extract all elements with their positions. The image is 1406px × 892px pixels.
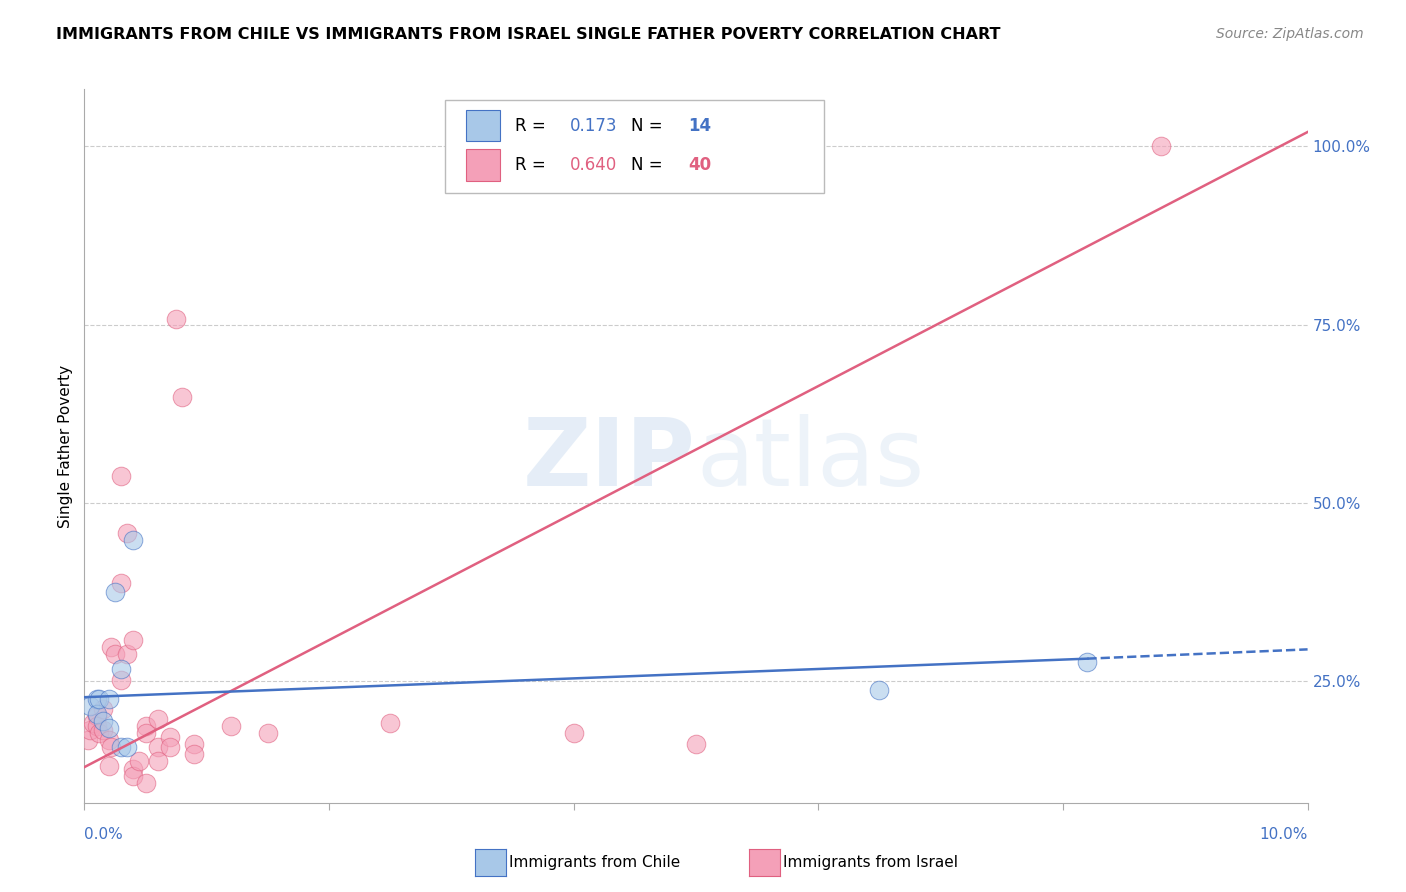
Text: N =: N = <box>631 156 668 174</box>
Point <box>1076 655 1098 669</box>
Text: Immigrants from Israel: Immigrants from Israel <box>783 855 957 870</box>
Text: ZIP: ZIP <box>523 414 696 507</box>
Point <box>97 733 120 747</box>
Point <box>685 737 707 751</box>
Point <box>97 721 120 735</box>
Point <box>165 312 187 326</box>
Point <box>869 683 891 698</box>
Point <box>122 533 145 548</box>
Point <box>110 576 132 591</box>
Point <box>91 701 114 715</box>
Point <box>97 758 120 772</box>
Text: R =: R = <box>515 156 551 174</box>
Point <box>91 723 114 737</box>
Point <box>122 769 145 783</box>
Point <box>135 726 157 740</box>
Point <box>86 719 108 733</box>
Point <box>97 692 120 706</box>
Point <box>91 714 114 728</box>
Text: 0.640: 0.640 <box>569 156 617 174</box>
Point <box>183 737 205 751</box>
Text: atlas: atlas <box>696 414 924 507</box>
Point <box>380 715 402 730</box>
Point <box>159 740 181 755</box>
Text: 0.173: 0.173 <box>569 117 617 135</box>
Point <box>115 740 138 755</box>
FancyBboxPatch shape <box>465 149 501 180</box>
Y-axis label: Single Father Poverty: Single Father Poverty <box>58 365 73 527</box>
Point <box>104 648 127 662</box>
Point <box>77 733 100 747</box>
Text: 0.0%: 0.0% <box>84 827 124 841</box>
FancyBboxPatch shape <box>446 100 824 193</box>
Point <box>82 715 104 730</box>
Point <box>110 673 132 687</box>
Text: 14: 14 <box>689 117 711 135</box>
Point <box>135 719 157 733</box>
Point <box>110 469 132 483</box>
Point <box>86 708 108 723</box>
Point <box>146 712 169 726</box>
Point <box>172 391 194 405</box>
Point <box>159 730 181 744</box>
Text: 40: 40 <box>689 156 711 174</box>
Point <box>115 526 138 541</box>
Text: N =: N = <box>631 117 668 135</box>
Point <box>79 723 101 737</box>
Point <box>79 699 101 714</box>
Point <box>100 640 122 655</box>
Text: Immigrants from Chile: Immigrants from Chile <box>509 855 681 870</box>
Point <box>100 740 122 755</box>
Text: 10.0%: 10.0% <box>1260 827 1308 841</box>
Text: R =: R = <box>515 117 551 135</box>
Point <box>122 633 145 648</box>
Point <box>128 755 150 769</box>
Text: IMMIGRANTS FROM CHILE VS IMMIGRANTS FROM ISRAEL SINGLE FATHER POVERTY CORRELATIO: IMMIGRANTS FROM CHILE VS IMMIGRANTS FROM… <box>56 27 1001 42</box>
Point <box>104 585 127 599</box>
Point <box>219 719 242 733</box>
Point <box>110 740 132 755</box>
Point <box>86 706 108 721</box>
Point <box>87 692 110 706</box>
Point <box>1150 139 1173 153</box>
Point <box>562 726 585 740</box>
Point <box>87 726 110 740</box>
Point <box>135 776 157 790</box>
Point <box>146 740 169 755</box>
Point <box>110 662 132 676</box>
Point <box>257 726 280 740</box>
FancyBboxPatch shape <box>465 110 501 141</box>
Text: Source: ZipAtlas.com: Source: ZipAtlas.com <box>1216 27 1364 41</box>
Point <box>86 692 108 706</box>
Point <box>122 762 145 776</box>
Point <box>146 755 169 769</box>
Point <box>183 747 205 762</box>
Point <box>115 648 138 662</box>
